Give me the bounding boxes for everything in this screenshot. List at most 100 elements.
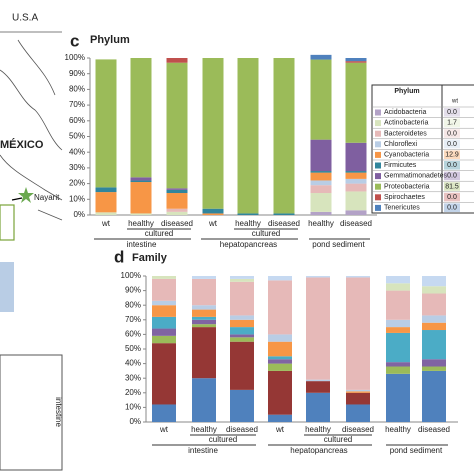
x-tick-label: healthy bbox=[308, 219, 334, 228]
bar-segment bbox=[422, 293, 446, 316]
bar-segment bbox=[268, 370, 292, 415]
legend-label: Proteobacteria bbox=[384, 183, 430, 190]
x-tick-label: wt bbox=[275, 425, 285, 434]
table-value: 12.9 bbox=[445, 152, 459, 159]
legend-swatch bbox=[375, 162, 381, 169]
bar-segment bbox=[237, 213, 259, 215]
table-value: 0.0 bbox=[447, 109, 457, 116]
legend-label: Firmicutes bbox=[384, 162, 417, 169]
bar-segment bbox=[345, 183, 367, 192]
bar-segment bbox=[166, 211, 188, 215]
y-tick-label: 0% bbox=[129, 417, 141, 426]
bar-segment bbox=[192, 319, 216, 325]
table-cell bbox=[444, 203, 460, 212]
bar-segment bbox=[152, 278, 176, 301]
x-tick-label: healthy bbox=[385, 425, 411, 434]
bar-segment bbox=[310, 193, 332, 212]
y-tick-label: 30% bbox=[125, 373, 141, 382]
map-outline bbox=[0, 31, 63, 221]
bar-segment bbox=[345, 58, 367, 62]
bar-segment bbox=[268, 414, 292, 422]
inset-frame bbox=[0, 354, 63, 471]
x-tick-label: diseased bbox=[268, 219, 300, 228]
bar-segment bbox=[345, 178, 367, 184]
legend-label: Spirochaetes bbox=[384, 194, 425, 201]
y-tick-label: 100% bbox=[121, 271, 141, 280]
legend-label: Acidobacteria bbox=[384, 109, 427, 116]
y-tick-label: 0% bbox=[73, 210, 85, 219]
table-value: 0.0 bbox=[447, 173, 457, 180]
chart-title: Family bbox=[132, 252, 168, 264]
bar-segment bbox=[310, 171, 332, 173]
y-tick-label: 90% bbox=[69, 69, 85, 78]
subgroup-label: cultured bbox=[324, 435, 352, 444]
y-tick-label: 60% bbox=[69, 116, 85, 125]
bar-segment bbox=[152, 343, 176, 405]
bar-segment bbox=[192, 324, 216, 328]
bar-segment bbox=[230, 315, 254, 320]
bar-segment bbox=[345, 172, 367, 179]
x-tick-label: healthy bbox=[191, 425, 217, 434]
y-tick-label: 70% bbox=[69, 100, 85, 109]
table-cell bbox=[444, 139, 460, 149]
bar-segment bbox=[268, 341, 292, 357]
bar-segment bbox=[192, 378, 216, 422]
map-label: intestine bbox=[54, 397, 63, 427]
map-inset-box bbox=[0, 204, 15, 241]
bar-segment bbox=[345, 171, 367, 173]
bar-segment bbox=[306, 379, 330, 382]
legend-swatch bbox=[375, 151, 381, 158]
bar-segment bbox=[237, 58, 259, 214]
y-tick-label: 70% bbox=[125, 315, 141, 324]
bar-segment bbox=[152, 335, 176, 344]
bar-segment bbox=[192, 276, 216, 279]
bar-segment bbox=[310, 180, 332, 186]
bar-segment bbox=[345, 142, 367, 172]
bar-segment bbox=[192, 278, 216, 306]
legend-swatch bbox=[375, 130, 381, 137]
bar-segment bbox=[230, 327, 254, 335]
x-tick-label: wt bbox=[208, 219, 218, 228]
y-tick-label: 80% bbox=[69, 85, 85, 94]
chart-title: Phylum bbox=[90, 34, 130, 46]
bar-segment bbox=[202, 58, 224, 209]
bar-segment bbox=[95, 187, 117, 193]
legend-label: Bacteroidetes bbox=[384, 130, 427, 137]
bar-segment bbox=[306, 276, 330, 278]
map-arrow bbox=[11, 197, 23, 201]
bar-segment bbox=[152, 328, 176, 336]
legend-swatch bbox=[375, 173, 381, 180]
bar-segment bbox=[386, 366, 410, 374]
y-tick-label: 50% bbox=[69, 132, 85, 141]
bar-segment bbox=[345, 191, 367, 211]
y-tick-label: 80% bbox=[125, 300, 141, 309]
bar-segment bbox=[130, 177, 152, 181]
x-tick-label: healthy bbox=[305, 425, 331, 434]
x-tick-label: wt bbox=[159, 425, 169, 434]
bar-segment bbox=[230, 389, 254, 422]
bar-segment bbox=[310, 54, 332, 60]
bar-segment bbox=[230, 319, 254, 328]
bar-segment bbox=[422, 366, 446, 371]
subgroup-label: cultured bbox=[145, 229, 173, 238]
bar-segment bbox=[310, 139, 332, 172]
bar-segment bbox=[306, 392, 330, 422]
bar-segment bbox=[346, 392, 370, 405]
group-label: hepatopancreas bbox=[290, 446, 347, 455]
bar-segment bbox=[386, 332, 410, 363]
table-value: 0.0 bbox=[447, 205, 457, 212]
bar-segment bbox=[306, 381, 330, 393]
y-tick-label: 10% bbox=[125, 403, 141, 412]
y-tick-label: 60% bbox=[125, 330, 141, 339]
legend-label: Gemmatimonadetes bbox=[384, 173, 448, 180]
bar-segment bbox=[386, 319, 410, 328]
table-column: wt bbox=[451, 99, 458, 105]
x-tick-label: healthy bbox=[235, 219, 261, 228]
bar-segment bbox=[152, 276, 176, 279]
map-label: MÉXICO bbox=[0, 138, 44, 151]
bar-segment bbox=[273, 58, 295, 214]
bar-segment bbox=[346, 389, 370, 392]
bar-segment bbox=[345, 62, 367, 143]
table-cell bbox=[444, 182, 460, 191]
